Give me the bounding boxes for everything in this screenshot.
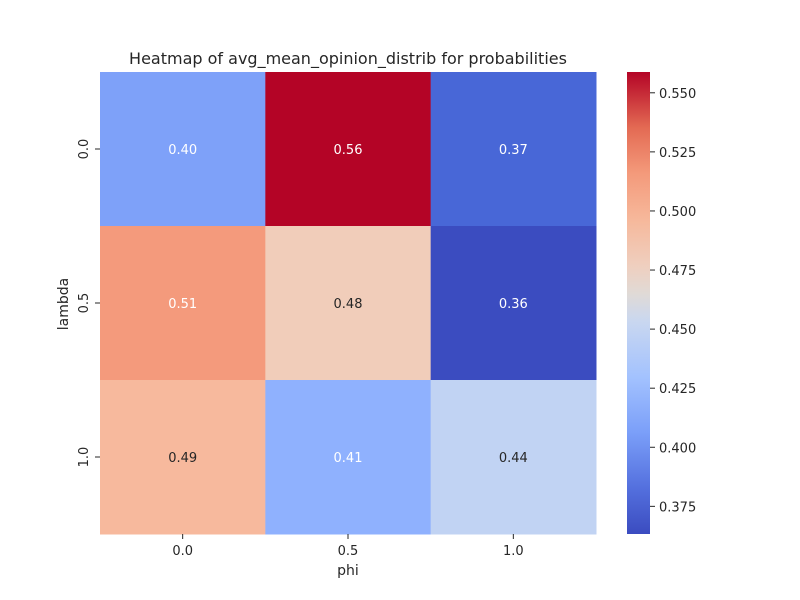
colorbar <box>627 72 650 534</box>
heatmap-cell <box>430 380 597 535</box>
cell-value-label: 0.41 <box>334 451 363 466</box>
cell-value-label: 0.56 <box>334 143 363 158</box>
heatmap-cell <box>100 380 266 535</box>
colorbar-tick-label: 0.475 <box>659 264 696 279</box>
heatmap-cell <box>430 72 597 227</box>
y-axis-label: lambda <box>56 278 72 330</box>
colorbar-tick-label: 0.450 <box>659 323 696 338</box>
colorbar-ticks: 0.375 0.400 0.425 0.450 0.475 0.500 0.525 0.550 <box>650 87 696 515</box>
colorbar-tick-label: 0.550 <box>659 87 696 102</box>
colorbar-tick-label: 0.375 <box>659 500 696 515</box>
y-tick-label: 0.0 <box>77 139 92 160</box>
colorbar-tick-label: 0.500 <box>659 205 696 220</box>
y-tick-label: 1.0 <box>77 447 92 468</box>
x-tick-label: 0.5 <box>338 544 359 559</box>
y-tick-label: 0.5 <box>77 293 92 314</box>
cell-value-label: 0.51 <box>168 297 197 312</box>
cell-value-label: 0.49 <box>168 451 197 466</box>
cell-value-label: 0.40 <box>168 143 197 158</box>
colorbar-tick-label: 0.425 <box>659 382 696 397</box>
cell-annotations: 0.40 0.56 0.37 0.51 0.48 0.36 0.49 0.41 0.44 <box>168 143 528 466</box>
y-axis: 0.0 0.5 1.0 <box>77 139 100 468</box>
x-axis: 0.0 0.5 1.0 <box>172 534 524 559</box>
x-tick-label: 1.0 <box>503 544 524 559</box>
x-tick-label: 0.0 <box>172 544 193 559</box>
heatmap-cell <box>265 226 432 381</box>
heatmap-cell <box>100 72 266 227</box>
heatmap-cells <box>100 72 597 535</box>
heatmap-cell <box>100 226 266 381</box>
cell-value-label: 0.36 <box>499 297 528 312</box>
chart-title: Heatmap of avg_mean_opinion_distrib for … <box>129 49 567 69</box>
cell-value-label: 0.48 <box>334 297 363 312</box>
colorbar-tick-label: 0.400 <box>659 441 696 456</box>
heatmap-cell <box>430 226 597 381</box>
heatmap-cell <box>265 380 432 535</box>
heatmap-cell <box>265 72 432 227</box>
colorbar-tick-label: 0.525 <box>659 146 696 161</box>
cell-value-label: 0.37 <box>499 143 528 158</box>
cell-value-label: 0.44 <box>499 451 528 466</box>
x-axis-label: phi <box>337 563 359 579</box>
